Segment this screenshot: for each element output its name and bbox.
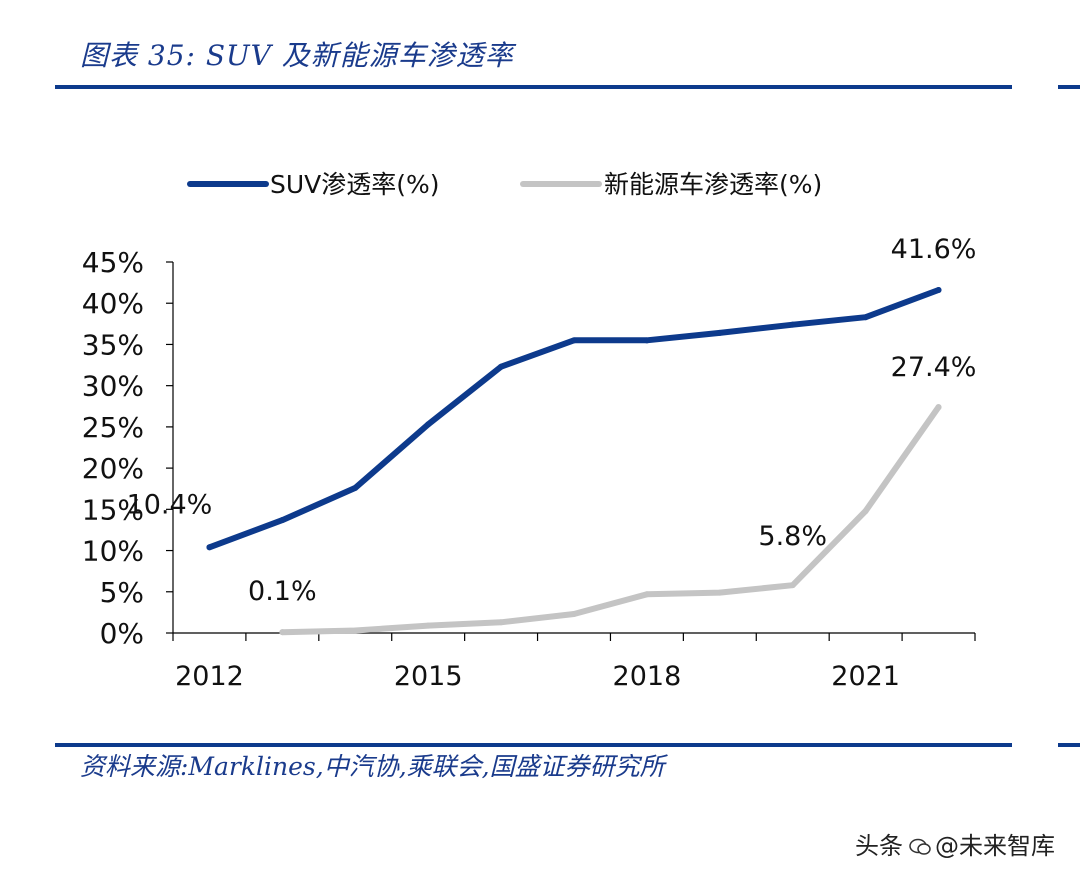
series-line-suv bbox=[206, 287, 942, 551]
data-point-nev bbox=[716, 589, 723, 596]
y-tick-label: 0% bbox=[100, 617, 144, 650]
data-label: 5.8% bbox=[758, 521, 827, 552]
x-tick-label: 2015 bbox=[394, 661, 463, 692]
data-point-suv bbox=[716, 329, 723, 336]
bottom-rule-right bbox=[1058, 743, 1080, 747]
data-point-nev bbox=[571, 611, 577, 618]
watermark-account: @未来智库 bbox=[935, 832, 1055, 860]
data-point-suv bbox=[862, 314, 869, 321]
data-point-nev bbox=[498, 619, 505, 626]
y-tick-label: 20% bbox=[82, 452, 144, 485]
data-point-nev bbox=[789, 582, 796, 589]
x-tick-label: 2012 bbox=[175, 661, 244, 692]
data-point-suv bbox=[571, 337, 577, 344]
data-label: 41.6% bbox=[891, 234, 977, 265]
data-point-suv bbox=[352, 484, 359, 491]
data-point-suv bbox=[279, 517, 286, 524]
line-chart: SUV渗透率(%) 新能源车渗透率(%) 0% 5% 10% 15% 20% 25% 30% 35… bbox=[82, 170, 977, 692]
y-tick-label: 35% bbox=[82, 328, 144, 361]
y-tick-label: 5% bbox=[100, 576, 144, 609]
source-note: 资料来源:Marklines,中汽协,乘联会,国盛证券研究所 bbox=[80, 752, 665, 781]
data-point-suv bbox=[643, 337, 650, 344]
data-point-nev bbox=[352, 627, 359, 634]
series-line-nev bbox=[279, 404, 942, 636]
top-rule bbox=[55, 85, 1012, 89]
data-point-suv bbox=[789, 321, 796, 328]
top-rule-right bbox=[1058, 85, 1080, 89]
bottom-rule bbox=[55, 743, 1012, 747]
data-point-nev bbox=[862, 507, 869, 514]
legend-label-nev: 新能源车渗透率(%) bbox=[604, 170, 822, 199]
legend-label-suv: SUV渗透率(%) bbox=[270, 170, 440, 199]
data-label: 27.4% bbox=[891, 352, 977, 383]
wechat-icon bbox=[909, 838, 931, 855]
data-point-suv bbox=[935, 287, 942, 294]
data-point-nev bbox=[643, 591, 650, 598]
x-tick-label: 2018 bbox=[613, 661, 682, 692]
x-tick-label: 2021 bbox=[831, 661, 900, 692]
y-tick-label: 45% bbox=[82, 246, 144, 279]
watermark: 头条 @未来智库 bbox=[855, 826, 1055, 861]
data-label: 0.1% bbox=[248, 576, 317, 607]
data-point-nev bbox=[425, 622, 432, 629]
figure-title: 图表 35: SUV 及新能源车渗透率 bbox=[80, 39, 514, 72]
data-label: 10.4% bbox=[127, 489, 213, 520]
y-tick-label: 10% bbox=[82, 535, 144, 568]
data-point-suv bbox=[498, 363, 505, 370]
y-tick-label: 40% bbox=[82, 287, 144, 320]
y-tick-label: 25% bbox=[82, 411, 144, 444]
data-point-nev bbox=[279, 629, 286, 636]
data-point-suv bbox=[206, 544, 213, 551]
y-tick-label: 30% bbox=[82, 370, 144, 403]
watermark-platform: 头条 bbox=[855, 832, 903, 860]
data-point-nev bbox=[935, 404, 942, 411]
y-tick-label: 15% bbox=[82, 493, 144, 526]
data-point-suv bbox=[425, 421, 432, 428]
